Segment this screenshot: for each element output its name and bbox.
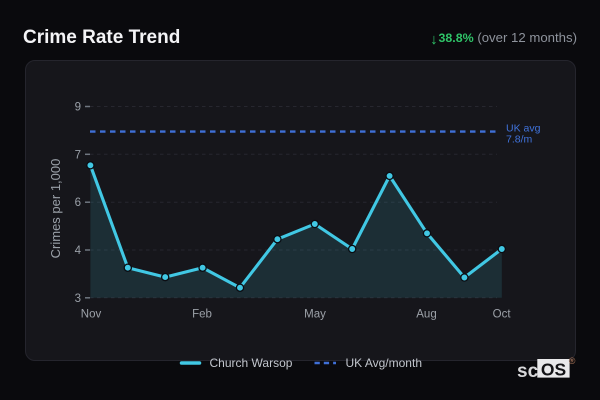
svg-text:7: 7	[75, 149, 81, 161]
svg-text:®: ®	[569, 356, 576, 366]
svg-text:Crimes per 1,000: Crimes per 1,000	[48, 159, 63, 259]
svg-text:6: 6	[75, 197, 81, 209]
svg-text:May: May	[304, 309, 326, 321]
svg-text:Aug: Aug	[416, 309, 436, 321]
svg-text:OS: OS	[541, 360, 566, 380]
svg-text:UK avg: UK avg	[506, 123, 541, 135]
svg-text:7.8/m: 7.8/m	[506, 134, 533, 146]
svg-text:Nov: Nov	[81, 309, 102, 321]
svg-text:9: 9	[75, 102, 81, 114]
svg-text:UK Avg/month: UK Avg/month	[346, 356, 423, 370]
svg-text:Church Warsop: Church Warsop	[210, 356, 293, 370]
svg-text:sc: sc	[517, 361, 539, 382]
svg-text:3: 3	[75, 293, 81, 305]
svg-text:Oct: Oct	[493, 309, 512, 321]
svg-text:Feb: Feb	[192, 309, 212, 321]
svg-text:4: 4	[75, 245, 82, 257]
